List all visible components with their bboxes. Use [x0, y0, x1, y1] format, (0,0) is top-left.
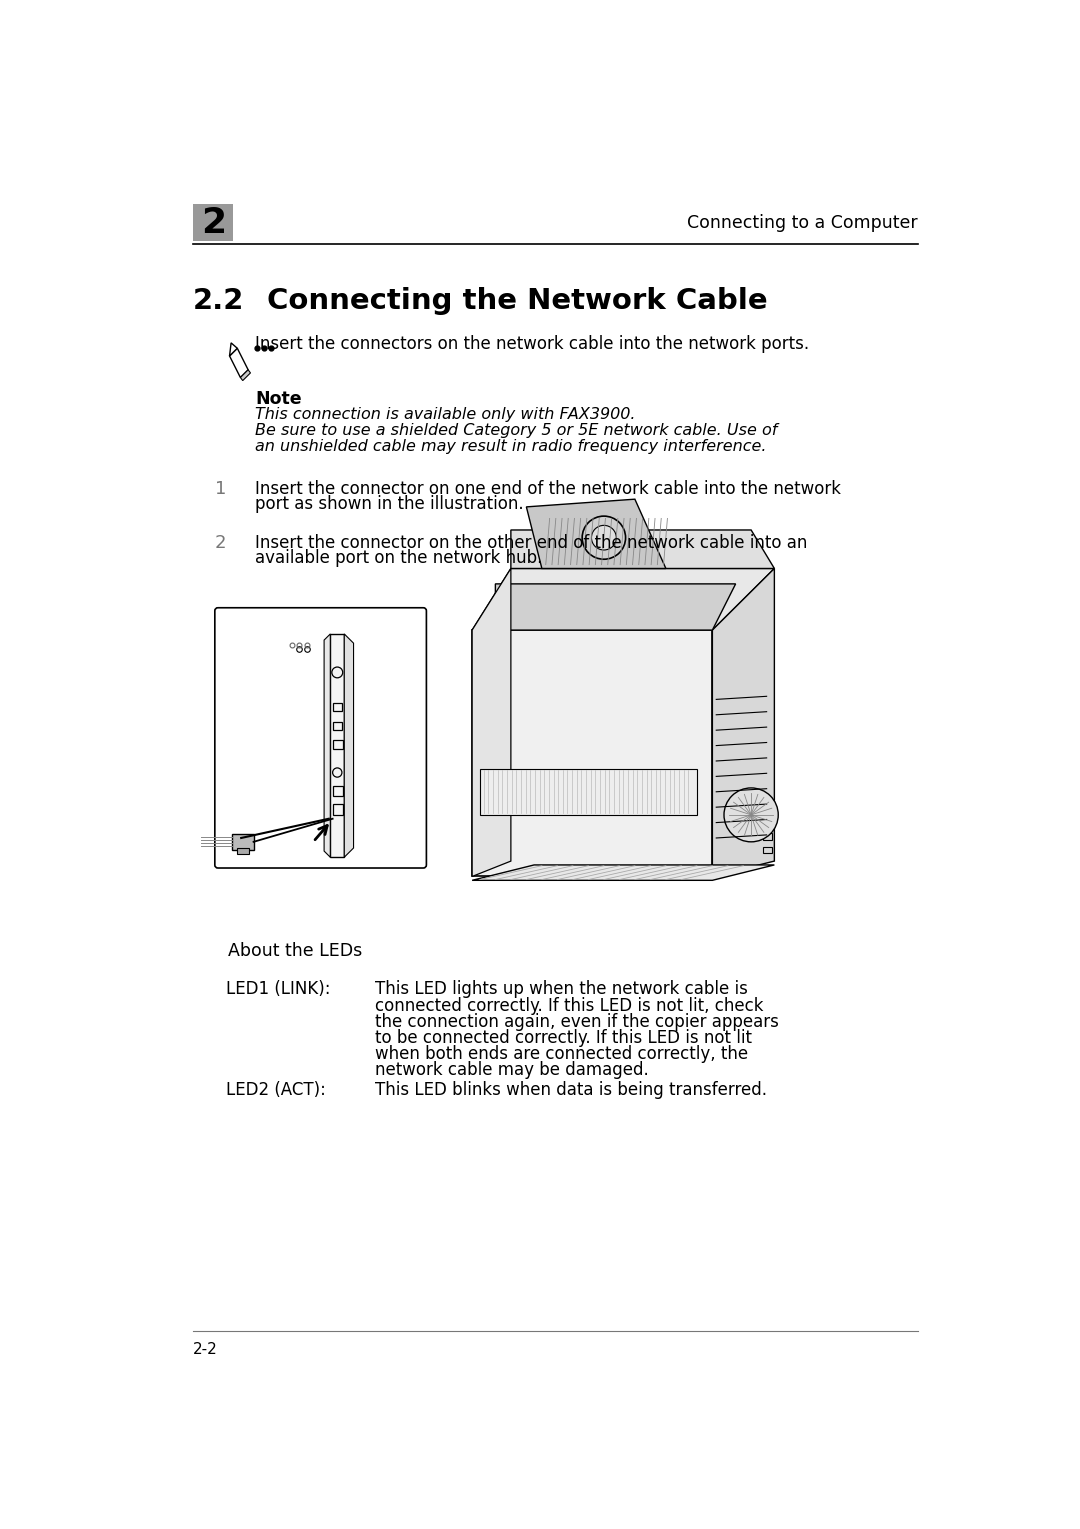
Bar — [232, 835, 254, 850]
Polygon shape — [526, 498, 666, 569]
Text: 2.2: 2.2 — [193, 287, 244, 315]
Polygon shape — [324, 635, 330, 858]
Bar — [762, 821, 770, 826]
Polygon shape — [496, 584, 735, 630]
Text: 2-2: 2-2 — [193, 1342, 218, 1358]
Text: Connecting the Network Cable: Connecting the Network Cable — [267, 287, 768, 315]
Text: port as shown in the illustration.: port as shown in the illustration. — [255, 495, 524, 514]
Text: Insert the connector on the other end of the network cable into an: Insert the connector on the other end of… — [255, 534, 808, 552]
Text: Insert the connector on one end of the network cable into the network: Insert the connector on one end of the n… — [255, 480, 841, 498]
Bar — [762, 847, 772, 853]
Text: the connection again, even if the copier appears: the connection again, even if the copier… — [375, 1012, 779, 1031]
Text: Note: Note — [255, 390, 301, 408]
Text: network cable may be damaged.: network cable may be damaged. — [375, 1061, 649, 1079]
FancyBboxPatch shape — [215, 607, 427, 868]
Polygon shape — [713, 569, 774, 876]
Text: Insert the connectors on the network cable into the network ports.: Insert the connectors on the network cab… — [255, 335, 809, 353]
Text: available port on the network hub.: available port on the network hub. — [255, 549, 542, 567]
Bar — [762, 833, 772, 839]
Bar — [480, 769, 697, 815]
Text: when both ends are connected correctly, the: when both ends are connected correctly, … — [375, 1046, 748, 1063]
Text: 1: 1 — [215, 480, 227, 498]
Text: 2: 2 — [215, 534, 227, 552]
Polygon shape — [511, 531, 774, 569]
Text: This connection is available only with FAX3900.: This connection is available only with F… — [255, 407, 636, 422]
Polygon shape — [472, 569, 511, 876]
Bar — [333, 723, 342, 731]
Polygon shape — [472, 865, 774, 881]
Polygon shape — [472, 569, 774, 630]
Text: connected correctly. If this LED is not lit, check: connected correctly. If this LED is not … — [375, 997, 764, 1015]
Bar — [330, 635, 345, 858]
Text: LED1 (LINK):: LED1 (LINK): — [227, 980, 330, 998]
Text: Be sure to use a shielded Category 5 or 5E network cable. Use of: Be sure to use a shielded Category 5 or … — [255, 424, 778, 437]
Text: About the LEDs: About the LEDs — [228, 942, 362, 960]
Circle shape — [724, 787, 779, 842]
Text: Connecting to a Computer: Connecting to a Computer — [687, 214, 918, 232]
Circle shape — [582, 517, 625, 560]
Polygon shape — [230, 342, 238, 356]
Text: 2: 2 — [201, 206, 226, 240]
Polygon shape — [230, 349, 248, 378]
Text: This LED blinks when data is being transferred.: This LED blinks when data is being trans… — [375, 1081, 767, 1098]
Bar — [237, 849, 248, 855]
Bar — [333, 740, 343, 749]
Bar — [472, 630, 713, 876]
Bar — [333, 703, 342, 711]
Bar — [333, 804, 343, 815]
Text: This LED lights up when the network cable is: This LED lights up when the network cabl… — [375, 980, 748, 998]
Bar — [193, 205, 233, 242]
Text: LED2 (ACT):: LED2 (ACT): — [227, 1081, 326, 1098]
Polygon shape — [345, 635, 353, 858]
Bar — [333, 786, 343, 795]
Circle shape — [592, 526, 617, 550]
Text: an unshielded cable may result in radio frequency interference.: an unshielded cable may result in radio … — [255, 439, 767, 454]
Polygon shape — [241, 370, 251, 381]
Text: to be connected correctly. If this LED is not lit: to be connected correctly. If this LED i… — [375, 1029, 753, 1047]
